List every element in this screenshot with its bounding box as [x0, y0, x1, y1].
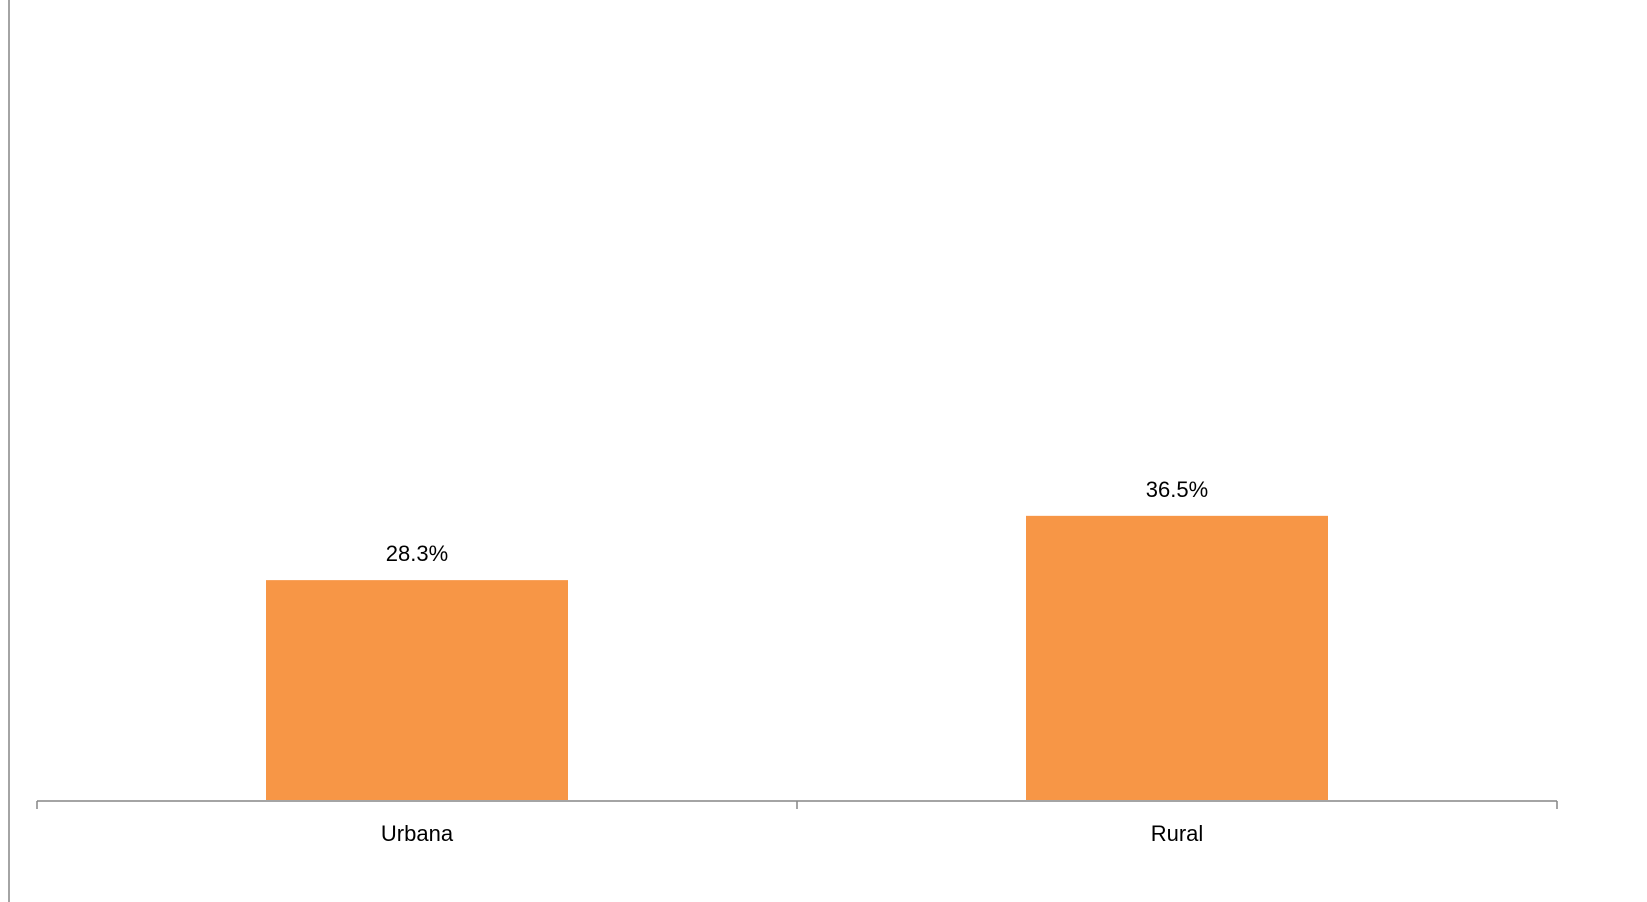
bar-urbana [264, 578, 570, 802]
bar-rural [1024, 513, 1330, 803]
labels-layer: 28.3% Urbana 36.5% Rural [381, 477, 1208, 846]
x-axis [36, 800, 1558, 809]
data-label-urbana: 28.3% [386, 541, 448, 566]
data-label-rural: 36.5% [1146, 477, 1208, 502]
x-tick-label-rural: Rural [1151, 821, 1204, 846]
x-tick-label-urbana: Urbana [381, 821, 454, 846]
